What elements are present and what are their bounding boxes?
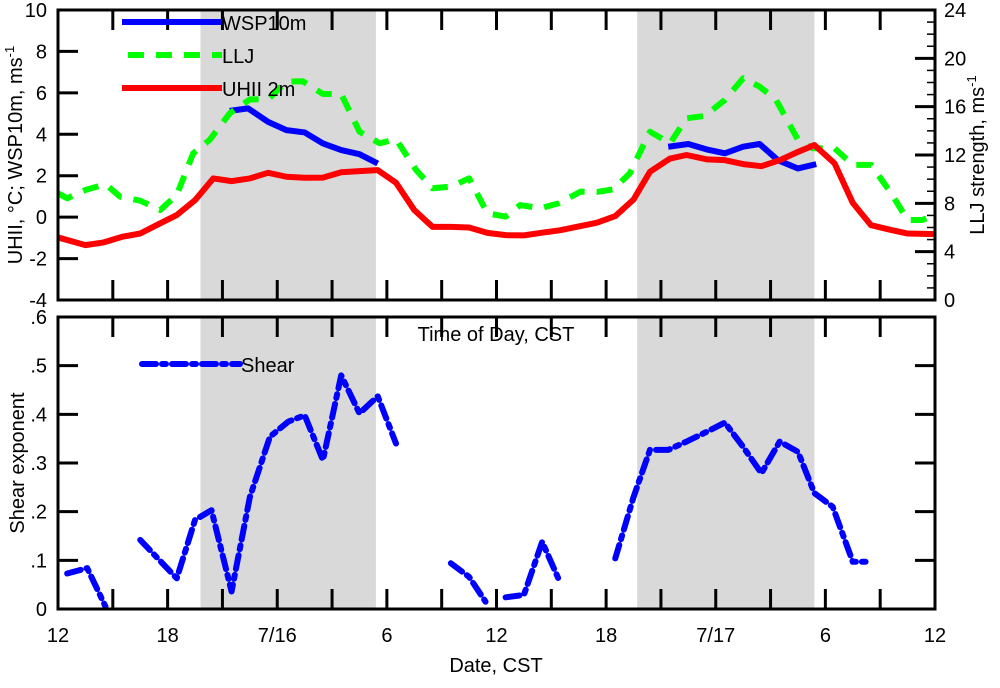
- legend-uhii-2m-label: UHII 2m: [222, 79, 295, 101]
- x-tick-label: 12: [485, 625, 507, 647]
- bottom-y-axis-label: Shear exponent: [7, 392, 29, 534]
- x-tick-label: 18: [595, 625, 617, 647]
- series-lines: [56, 75, 937, 610]
- uhii-2m-line: [57, 142, 936, 249]
- shear-line: [137, 372, 400, 595]
- top-left-y-axis-label-text: UHII, °C; WSP10m, ms: [5, 57, 27, 264]
- bottom-y-tick-label: .2: [30, 502, 47, 524]
- right-y-tick-label: 20: [944, 48, 966, 70]
- x-tick-label: 12: [47, 625, 69, 647]
- bottom-panel-title: Time of Day, CST: [418, 324, 575, 346]
- axes: 12 18 7/16 6 12 18 7/17 6 12-4-20246810048121620…: [25, 0, 967, 647]
- wsp10m-line: [667, 141, 817, 172]
- left-y-tick-label: 10: [25, 0, 47, 22]
- shear-line: [447, 560, 489, 605]
- x-tick-label: 12: [924, 625, 946, 647]
- left-y-tick-label: -2: [29, 249, 47, 271]
- bottom-y-tick-label: 0: [36, 599, 47, 621]
- right-y-tick-label: 0: [944, 290, 955, 312]
- x-tick-label: 7/16: [258, 625, 297, 647]
- x-tick-label: 6: [820, 625, 831, 647]
- left-y-tick-label: 6: [36, 83, 47, 105]
- top-right-y-axis-label: LLJ strength, ms-1: [964, 75, 989, 234]
- shaded-period: [637, 317, 815, 609]
- top-right-y-axis-label-text: LLJ strength, ms: [967, 87, 989, 235]
- legend-wsp10m-label: WSP10m: [222, 13, 306, 35]
- right-y-tick-label: 8: [944, 193, 955, 215]
- top-right-y-axis-label-superscript: -1: [964, 75, 979, 87]
- left-y-tick-label: 2: [36, 166, 47, 188]
- x-tick-label: 6: [381, 625, 392, 647]
- bottom-y-tick-label: .6: [30, 307, 47, 329]
- left-y-tick-label: 8: [36, 41, 47, 63]
- x-tick-label: 7/17: [696, 625, 735, 647]
- shear-line: [64, 565, 109, 610]
- legends: WSP10m LLJ UHII 2m Shear: [122, 13, 306, 377]
- x-axis-label: Date, CST: [449, 655, 542, 677]
- bottom-y-tick-label: .4: [30, 404, 47, 426]
- shear-line: [612, 419, 869, 565]
- legend-shear-label: Shear: [241, 355, 295, 377]
- right-y-tick-label: 16: [944, 97, 966, 119]
- llj-line: [56, 75, 937, 224]
- bottom-y-tick-label: .5: [30, 356, 47, 378]
- bottom-y-tick-label: .3: [30, 453, 47, 475]
- top-left-y-axis-label: UHII, °C; WSP10m, ms-1: [2, 46, 27, 264]
- right-y-tick-label: 24: [944, 0, 966, 22]
- bottom-y-tick-label: .1: [30, 550, 47, 572]
- left-y-tick-label: 4: [36, 124, 47, 146]
- right-y-tick-label: 12: [944, 145, 966, 167]
- wsp10m-line: [229, 105, 380, 167]
- shear-line: [502, 538, 564, 601]
- x-tick-label: 18: [157, 625, 179, 647]
- left-y-tick-label: 0: [36, 207, 47, 229]
- top-left-y-axis-label-superscript: -1: [2, 46, 17, 58]
- left-y-tick-label: -4: [29, 290, 47, 312]
- legend-llj-label: LLJ: [222, 46, 254, 68]
- right-y-tick-label: 4: [944, 242, 955, 264]
- shaded-period: [200, 10, 376, 300]
